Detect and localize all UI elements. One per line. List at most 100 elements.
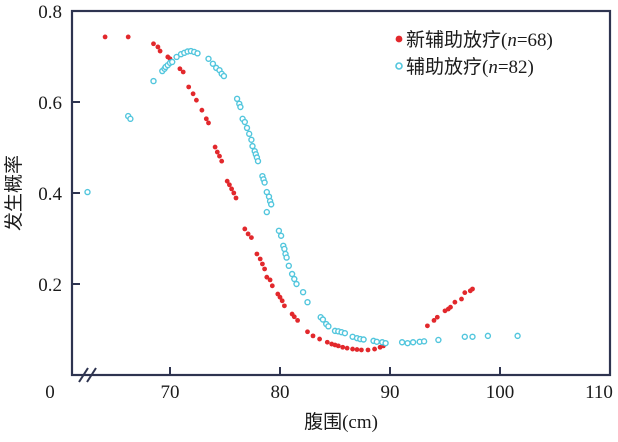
scatter-point (243, 124, 251, 132)
scatter-point (484, 332, 492, 340)
scatter-point (125, 34, 131, 40)
scatter-point (344, 345, 350, 351)
legend: 新辅助放疗(n=68) 辅助放疗(n=82) (395, 29, 553, 78)
scatter-point (177, 66, 183, 72)
scatter-point (224, 178, 230, 184)
scatter-point (398, 339, 406, 346)
scatter-point (372, 346, 377, 352)
scatter-point (283, 254, 290, 261)
scatter-point (291, 275, 298, 283)
y-axis-ticks: 0.2 0.4 0.6 0.8 (38, 2, 80, 296)
scatter-point (404, 339, 411, 347)
scatter-point (319, 316, 327, 323)
scatter-point (299, 288, 307, 296)
scatter-point (360, 336, 367, 343)
scatter-point (340, 344, 346, 350)
scatter-point (214, 149, 220, 155)
legend-label: 新辅助放疗(n=68) (406, 29, 553, 51)
series-neoadjuvant-points (102, 34, 475, 353)
scatter-point (227, 182, 232, 188)
scatter-point (254, 251, 260, 257)
scatter-point (295, 318, 300, 323)
scatter-point (257, 256, 263, 262)
scatter-point (261, 179, 268, 186)
scatter-point (212, 144, 218, 150)
scatter-point (359, 347, 364, 353)
y-tick-label: 0.2 (38, 275, 62, 296)
scatter-point (203, 116, 209, 122)
scatter-point (157, 48, 163, 54)
scatter-point (254, 157, 262, 165)
scatter-point (325, 323, 332, 330)
x-tick-label: 110 (585, 382, 613, 403)
scatter-point (249, 235, 254, 240)
scatter-point (194, 97, 199, 103)
scatter-point (245, 130, 253, 138)
scatter-point (420, 338, 428, 345)
scatter-point (237, 103, 244, 111)
y-tick-label: 0.4 (38, 184, 62, 205)
x-tick-label: 70 (161, 382, 180, 403)
x-tick-label: 90 (381, 382, 400, 403)
scatter-point (205, 55, 212, 62)
scatter-point (350, 346, 355, 352)
scatter-point (470, 286, 475, 292)
scatter-point (190, 91, 196, 97)
scatter-point (173, 53, 180, 61)
scatter-point (262, 266, 267, 272)
scatter-point (462, 290, 468, 296)
scatter-point (281, 245, 288, 253)
legend-item-adjuvant: 辅助放疗(n=82) (395, 56, 534, 78)
scatter-point (305, 329, 310, 335)
scatter-point (354, 347, 360, 352)
scatter-point (469, 333, 476, 340)
scatter-point (277, 232, 285, 239)
legend-item-neoadjuvant: 新辅助放疗(n=68) (395, 29, 553, 51)
scatter-point (275, 227, 283, 234)
legend-label: 辅助放疗(n=82) (406, 56, 534, 78)
x-axis-ticks: 70 80 90 100 110 (161, 367, 613, 403)
scatter-point (514, 332, 521, 340)
y-tick-label: 0.6 (38, 93, 62, 114)
scatter-point (233, 95, 241, 103)
scatter-point (269, 283, 275, 289)
scatter-point (291, 314, 297, 320)
scatter-point (382, 339, 389, 347)
scatter-point (459, 296, 464, 302)
scatter-point (168, 58, 176, 66)
scatter-point (248, 136, 255, 143)
open-circle-icon (395, 62, 403, 70)
scatter-point (448, 304, 453, 310)
scatter-point (435, 336, 442, 344)
scatter-point (285, 262, 292, 269)
scatter-point (335, 343, 341, 349)
y-tick-label: 0.8 (38, 2, 62, 23)
series-adjuvant-points (84, 47, 521, 347)
scatter-point (194, 50, 201, 57)
scatter-point (249, 142, 256, 150)
filled-dot-icon (395, 35, 403, 43)
scatter-point (425, 323, 430, 329)
scatter-point (186, 84, 192, 90)
scatter-point (293, 280, 300, 288)
scatter-point (268, 201, 275, 208)
scatter-point (282, 303, 287, 309)
scatter-point (155, 44, 161, 50)
scatter-point (241, 118, 249, 126)
scatter-point (127, 115, 134, 123)
scatter-point (279, 298, 285, 304)
x-axis-title: 腹围(cm) (304, 411, 378, 433)
scatter-point (461, 333, 468, 340)
scatter-point (245, 231, 251, 237)
scatter-point (267, 277, 273, 283)
scatter-point (260, 261, 265, 267)
scatter-point (84, 188, 91, 196)
x-tick-label: 100 (486, 382, 515, 403)
scatter-point (231, 190, 237, 196)
scatter-point (229, 186, 235, 192)
scatter-point (151, 41, 156, 47)
scatter-point (199, 107, 205, 113)
axis-break-icon (78, 367, 97, 383)
